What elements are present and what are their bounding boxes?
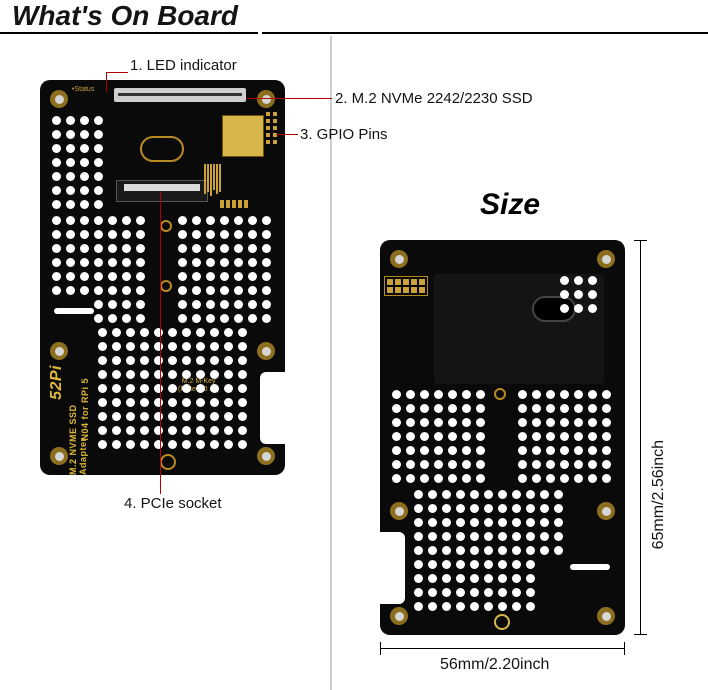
gpio-pins bbox=[266, 112, 277, 144]
callout-1-lead bbox=[106, 72, 107, 92]
gpio-header-back bbox=[384, 276, 428, 296]
mounting-hole bbox=[597, 502, 615, 520]
mounting-hole bbox=[257, 90, 275, 108]
mounting-hole bbox=[597, 607, 615, 625]
board-model-sub: N04 for RPi 5 bbox=[80, 378, 90, 441]
callout-4: 4. PCIe socket bbox=[124, 495, 222, 512]
m2-slot-line bbox=[118, 93, 242, 96]
mounting-hole bbox=[257, 342, 275, 360]
dim-cap bbox=[634, 240, 647, 241]
header: What's On Board bbox=[0, 0, 708, 32]
vent-holes bbox=[414, 490, 563, 611]
slit bbox=[570, 564, 610, 570]
vent-holes bbox=[560, 276, 597, 313]
dim-cap bbox=[380, 642, 381, 655]
dim-cap bbox=[634, 634, 647, 635]
oval-cutout bbox=[140, 136, 184, 162]
vent-holes bbox=[52, 116, 103, 209]
traces bbox=[204, 164, 221, 196]
dim-height-label: 65mm/2.56inch bbox=[650, 440, 668, 549]
mounting-hole bbox=[390, 607, 408, 625]
callout-3-lead bbox=[276, 134, 298, 135]
board-notch bbox=[379, 532, 405, 604]
board-back-diagram bbox=[380, 240, 625, 635]
board-front-diagram: M.2 M-Key (PCIe 3.0 x1) 52Pi M.2 NVME SS… bbox=[40, 80, 285, 475]
vent-holes bbox=[52, 216, 271, 323]
dim-line-vertical bbox=[640, 240, 641, 635]
dim-line-horizontal bbox=[380, 648, 625, 649]
status-led-label: •Status bbox=[72, 86, 94, 93]
callout-2-lead bbox=[246, 98, 332, 99]
mounting-hole bbox=[597, 250, 615, 268]
flex-connector-tab bbox=[124, 184, 200, 191]
header-underline-left bbox=[0, 32, 258, 34]
vent-holes bbox=[98, 328, 247, 449]
mounting-hole bbox=[257, 447, 275, 465]
page-title: What's On Board bbox=[12, 0, 696, 32]
callout-1: 1. LED indicator bbox=[130, 57, 237, 74]
callout-3: 3. GPIO Pins bbox=[300, 126, 388, 143]
mounting-hole bbox=[50, 447, 68, 465]
board-notch bbox=[260, 372, 286, 444]
callout-2: 2. M.2 NVMe 2242/2230 SSD bbox=[335, 90, 533, 107]
vent-holes bbox=[392, 390, 611, 483]
mounting-hole bbox=[390, 250, 408, 268]
mounting-hole bbox=[390, 502, 408, 520]
callout-1-lead bbox=[106, 72, 128, 73]
mounting-hole bbox=[50, 342, 68, 360]
dim-cap bbox=[624, 642, 625, 655]
screw-hole bbox=[160, 454, 176, 470]
smd-components bbox=[220, 200, 248, 208]
mounting-hole bbox=[50, 90, 68, 108]
brand-logo: 52Pi bbox=[48, 365, 66, 400]
dim-width-label: 56mm/2.20inch bbox=[440, 656, 549, 674]
chip bbox=[222, 115, 264, 157]
size-title: Size bbox=[480, 188, 540, 222]
header-underline-right bbox=[262, 32, 708, 34]
screw-hole bbox=[494, 614, 510, 630]
callout-4-lead bbox=[160, 192, 161, 494]
